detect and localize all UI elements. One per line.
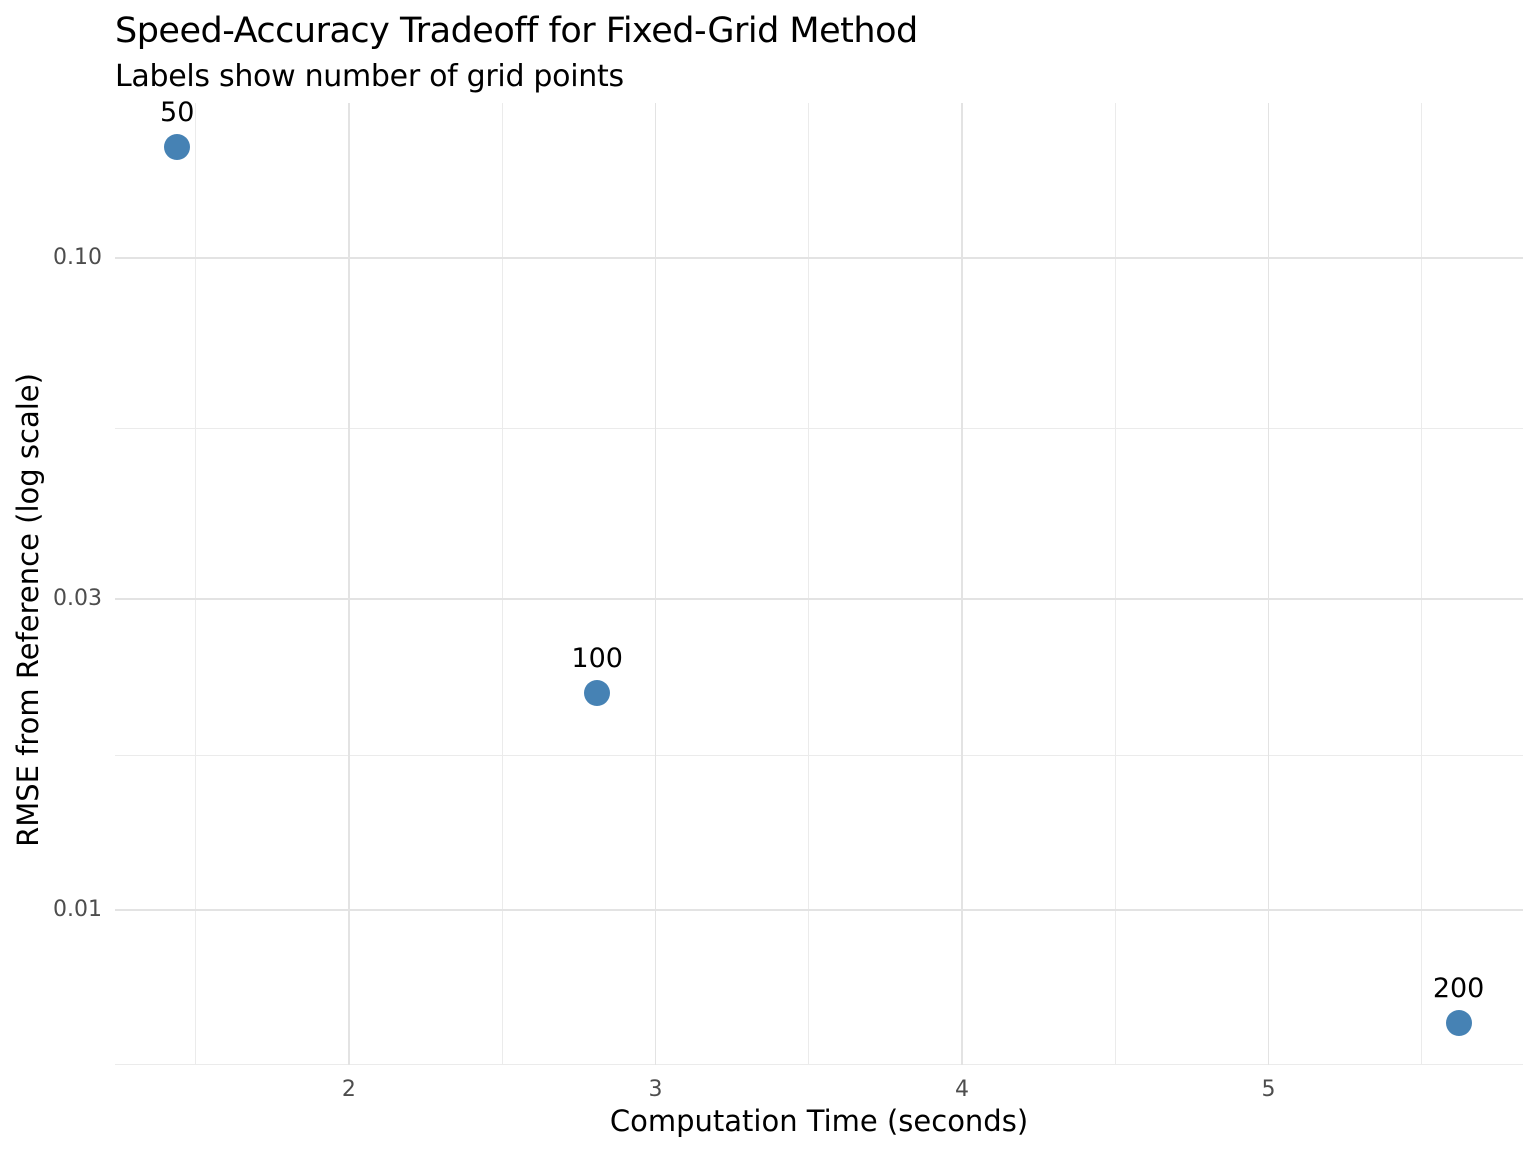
data-point-label: 50 xyxy=(160,96,195,128)
x-tick-label: 5 xyxy=(1261,1077,1276,1102)
x-gridline-major xyxy=(961,103,963,1065)
x-gridline-minor xyxy=(195,103,197,1065)
x-gridline-minor xyxy=(501,103,503,1065)
y-gridline-minor xyxy=(115,754,1523,756)
y-gridline-minor xyxy=(115,428,1523,430)
x-tick-label: 4 xyxy=(955,1077,969,1102)
y-tick-label: 0.03 xyxy=(53,585,102,611)
data-point xyxy=(1445,1010,1472,1037)
x-gridline-minor xyxy=(1421,103,1423,1065)
x-gridline-minor xyxy=(808,103,810,1065)
y-gridline-minor xyxy=(115,1063,1523,1065)
x-gridline-major xyxy=(654,103,657,1065)
y-tick-label: 0.01 xyxy=(53,896,102,922)
y-gridline-major xyxy=(115,597,1523,600)
data-point xyxy=(164,133,191,160)
chart-title: Speed-Accuracy Tradeoff for Fixed-Grid M… xyxy=(115,11,918,51)
data-point-label: 100 xyxy=(571,643,623,675)
y-tick-label: 0.10 xyxy=(53,244,102,270)
y-gridline-major xyxy=(115,257,1523,259)
data-point-label: 200 xyxy=(1432,973,1485,1005)
x-tick-label: 2 xyxy=(341,1077,356,1102)
x-tick-label: 3 xyxy=(648,1077,663,1102)
x-gridline-minor xyxy=(1114,103,1116,1065)
x-axis-title: Computation Time (seconds) xyxy=(609,1104,1029,1138)
chart-subtitle: Labels show number of grid points xyxy=(115,59,624,94)
x-gridline-major xyxy=(1267,103,1270,1065)
data-point xyxy=(584,680,611,707)
plot-panel: 50 100 200 xyxy=(115,97,1523,1065)
x-gridline-major xyxy=(348,103,350,1065)
y-gridline-major xyxy=(115,908,1523,911)
